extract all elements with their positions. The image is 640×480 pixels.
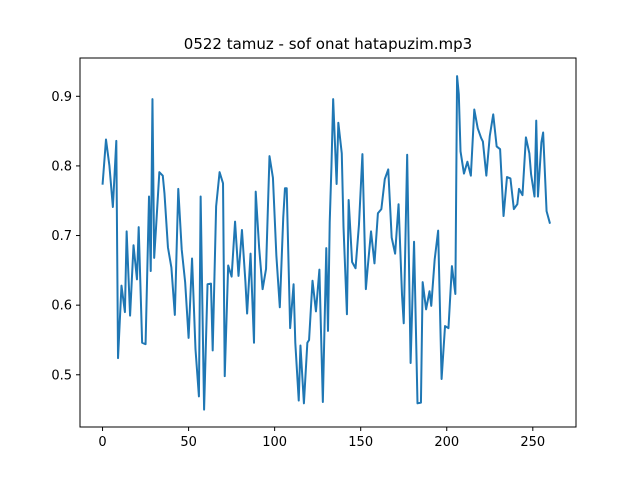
plot-area bbox=[101, 75, 551, 411]
x-tick-label: 250 bbox=[520, 435, 545, 450]
axes-frame bbox=[79, 57, 577, 428]
y-tick-label: 0.7 bbox=[51, 229, 72, 244]
x-tick-label: 0 bbox=[98, 435, 106, 450]
x-tick-label: 100 bbox=[262, 435, 287, 450]
x-tick-label: 50 bbox=[180, 435, 197, 450]
series-line-0 bbox=[101, 75, 551, 411]
y-tick-label: 0.6 bbox=[51, 299, 72, 314]
y-axis: 0.5 0.6 0.7 0.8 0.9 bbox=[51, 90, 80, 383]
y-tick-label: 0.8 bbox=[51, 159, 72, 174]
x-tick-label: 150 bbox=[348, 435, 373, 450]
x-tick-label: 200 bbox=[434, 435, 459, 450]
y-tick-label: 0.5 bbox=[51, 368, 72, 383]
x-axis: 0 50 100 150 200 250 bbox=[98, 427, 545, 450]
y-tick-label: 0.9 bbox=[51, 90, 72, 105]
chart-title: 0522 tamuz - sof onat hatapuzim.mp3 bbox=[184, 35, 472, 53]
